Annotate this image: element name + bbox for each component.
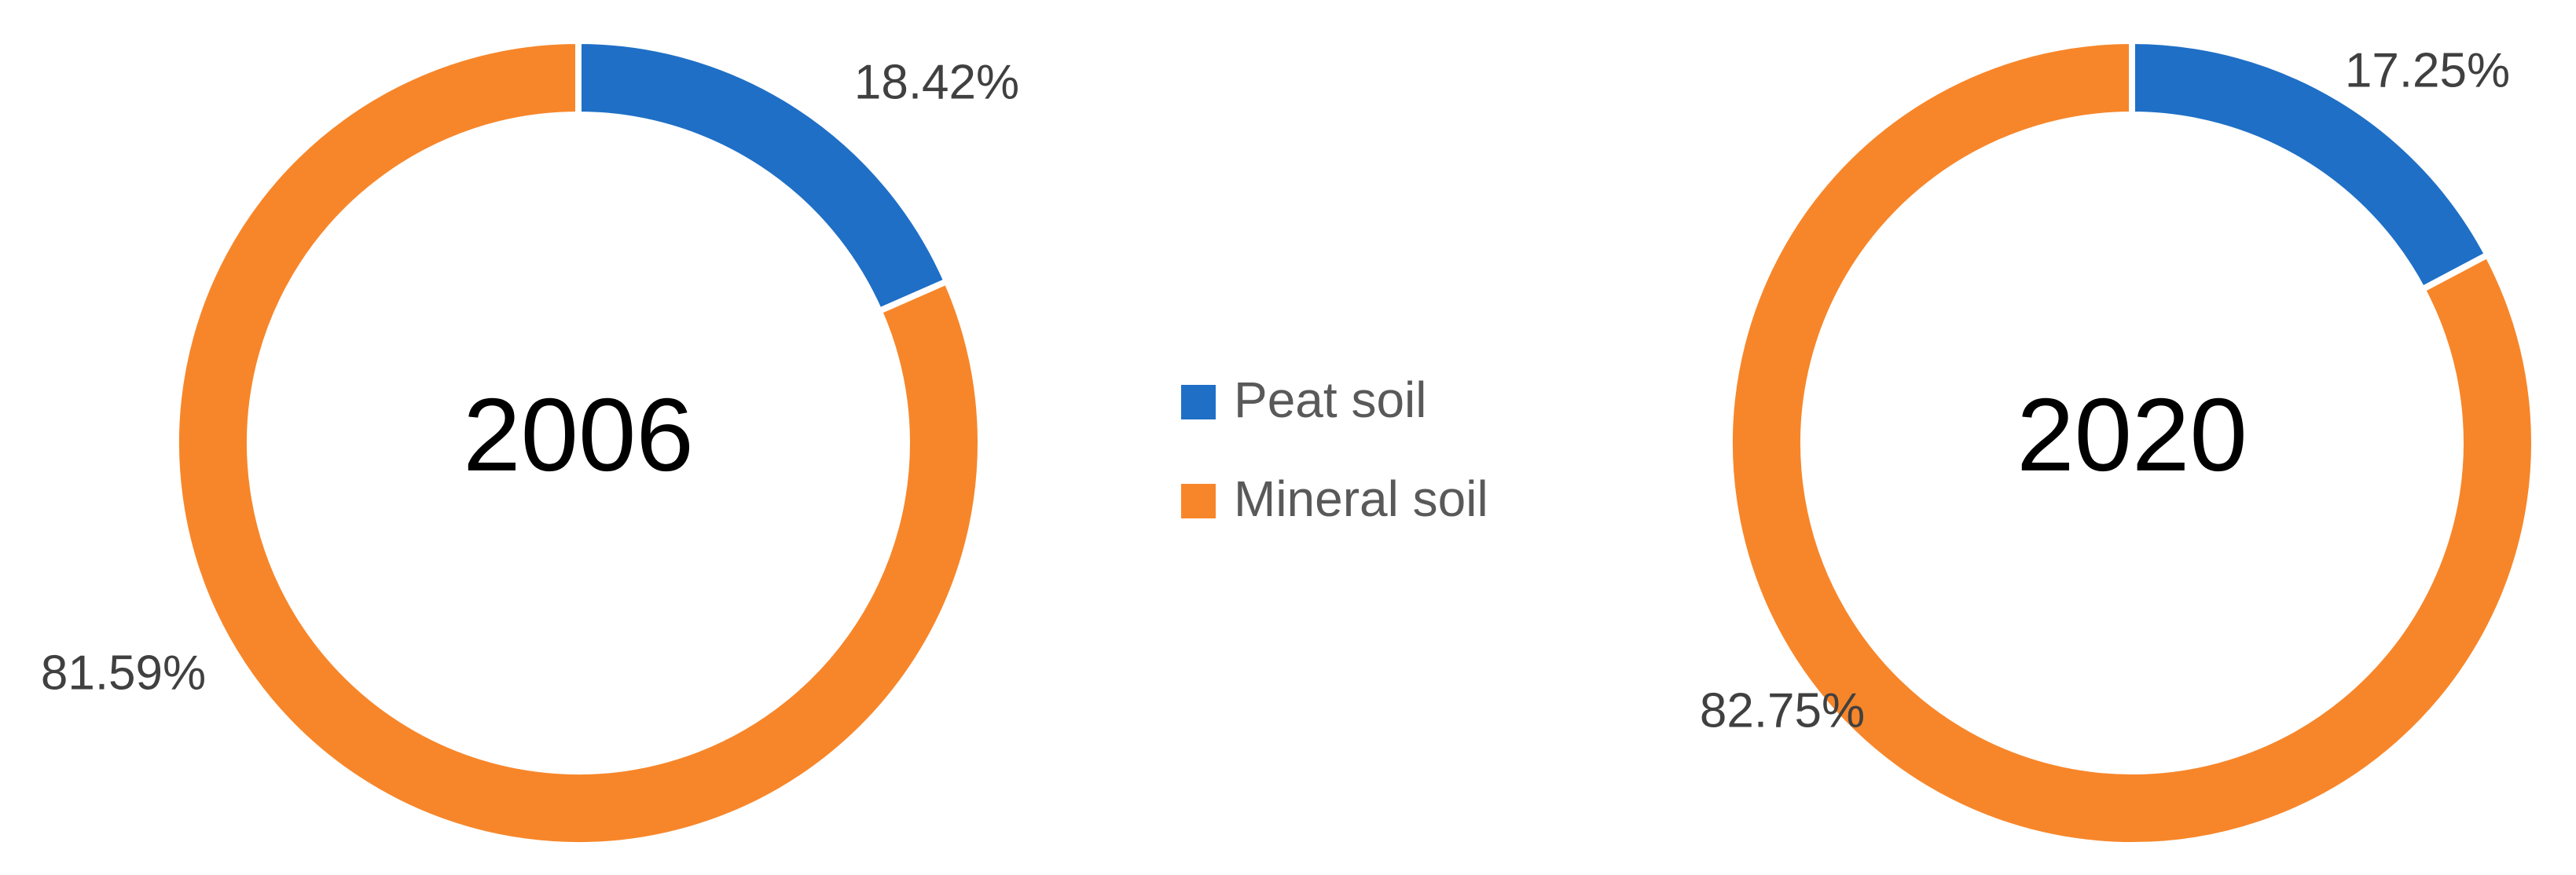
legend-swatch [1181, 484, 1216, 518]
data-label: 17.25% [2345, 43, 2510, 97]
data-label: 18.42% [854, 55, 1019, 109]
legend-label: Peat soil [1234, 372, 1426, 428]
donut-slice [173, 38, 984, 848]
data-label: 82.75% [1700, 683, 1865, 738]
center-title: 2006 [463, 377, 694, 492]
legend-label: Mineral soil [1234, 470, 1488, 527]
data-label: 81.59% [41, 646, 206, 700]
center-title: 2020 [2016, 377, 2248, 492]
legend-swatch [1181, 385, 1216, 419]
donut-slice [1727, 38, 2537, 848]
